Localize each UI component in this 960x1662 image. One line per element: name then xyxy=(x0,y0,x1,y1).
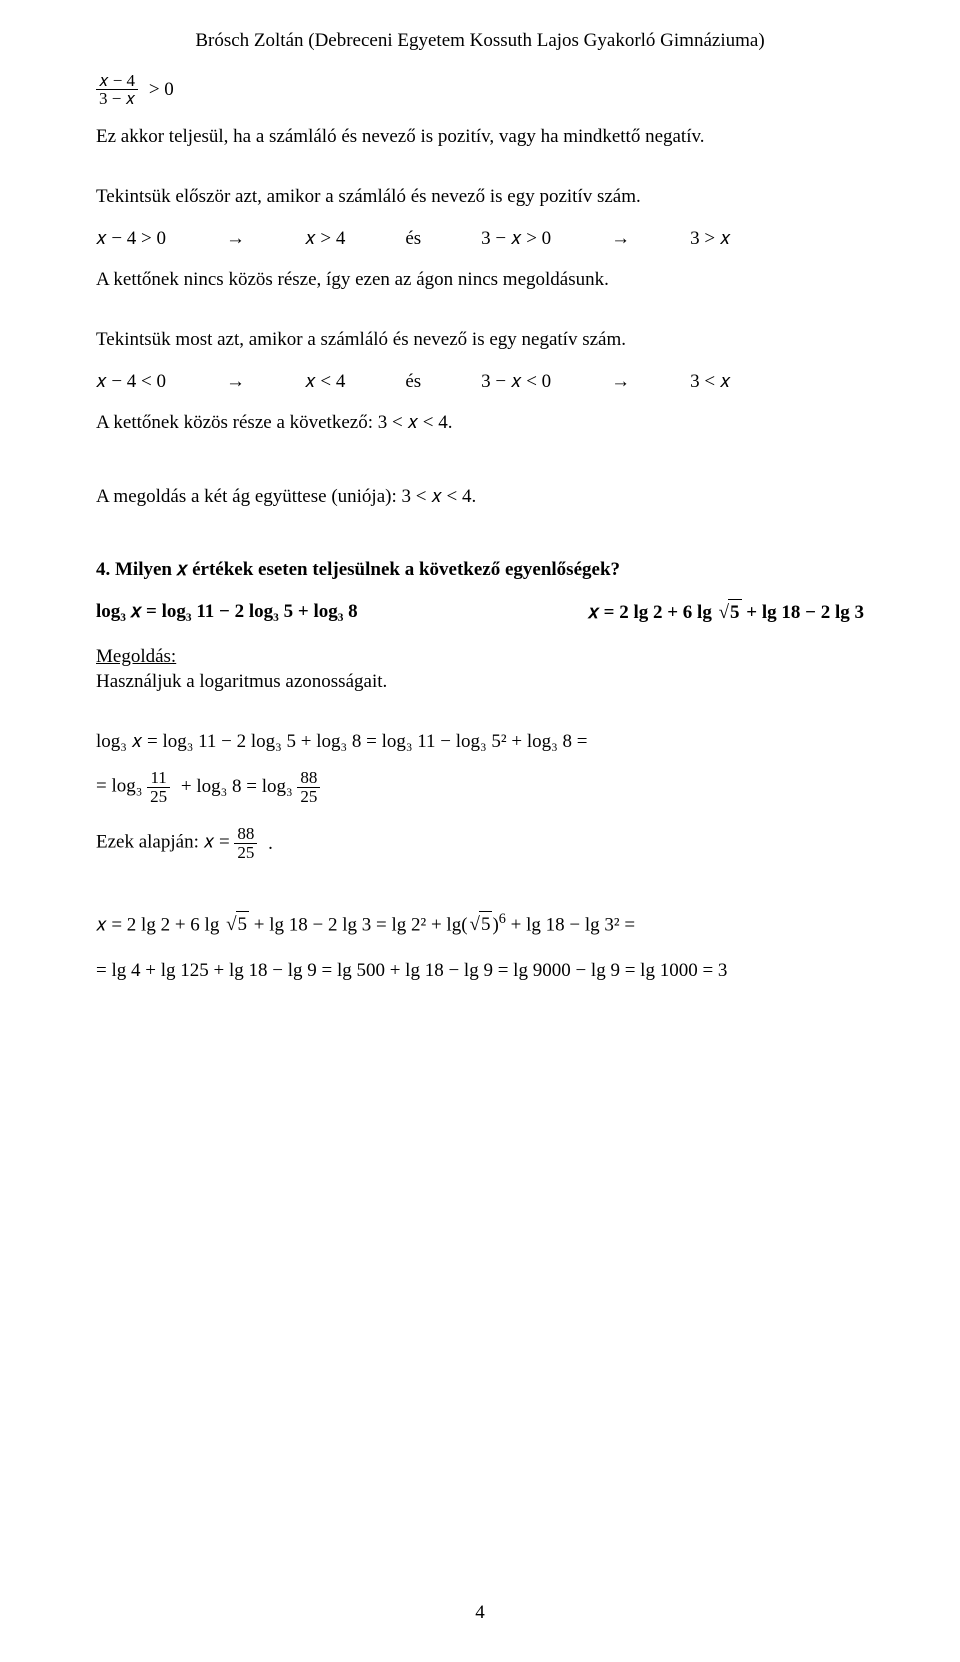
equation-row: = lg 4 + lg 125 + lg 18 − lg 9 = lg 500 … xyxy=(96,958,864,984)
fraction-denominator: 3 − 𝑥 xyxy=(96,89,138,108)
connector-and: és xyxy=(405,226,421,252)
text: = log₃ xyxy=(96,775,147,796)
page-header: Brósch Zoltán (Debreceni Egyetem Kossuth… xyxy=(96,28,864,54)
fraction-numerator: 88 xyxy=(297,769,320,787)
inequality-part: 𝑥 − 4 < 0 xyxy=(96,369,166,395)
fraction: 𝑥 − 4 3 − 𝑥 xyxy=(96,72,138,109)
text: + log₃ 8 = log₃ xyxy=(181,776,298,797)
inequality-part: 𝑥 > 4 xyxy=(305,226,345,252)
text: + lg 18 − 2 lg 3 xyxy=(742,602,864,623)
paragraph: A megoldás a két ág együttese (uniója): … xyxy=(96,484,864,510)
question-title: 4. Milyen 𝑥 értékek eseten teljesülnek a… xyxy=(96,557,864,583)
inequality-part: 𝑥 < 4 xyxy=(305,369,345,395)
inequality-part: 𝑥 − 4 > 0 xyxy=(96,226,166,252)
equation-row: = log₃ 11 25 + log₃ 8 = log₃ 88 25 xyxy=(96,769,864,806)
equation-row: Ezek alapján: 𝑥 = 88 25 . xyxy=(96,825,864,862)
solution-label: Megoldás: xyxy=(96,646,176,667)
paragraph: A kettőnek közös része a következő: 3 < … xyxy=(96,410,864,436)
text: 𝑥 = 2 lg 2 + 6 lg xyxy=(588,602,716,623)
fraction-denominator: 25 xyxy=(234,843,257,862)
exponent: 6 xyxy=(499,911,506,927)
inequality-part: 3 < 𝑥 xyxy=(690,369,730,395)
equation-row: log₃ 𝑥 = log₃ 11 − 2 log₃ 5 + log₃ 8 = l… xyxy=(96,729,864,755)
inequality-row: 𝑥 − 4 > 0 → 𝑥 > 4 és 3 − 𝑥 > 0 → 3 > 𝑥 xyxy=(96,226,864,252)
fraction-numerator: 11 xyxy=(147,769,170,787)
inequality-row: 𝑥 − 4 < 0 → 𝑥 < 4 és 3 − 𝑥 < 0 → 3 < 𝑥 xyxy=(96,369,864,395)
equation-row: 𝑥 = 2 lg 2 + 6 lg 5 + lg 18 − 2 lg 3 = l… xyxy=(96,910,864,938)
inequality-part: 3 − 𝑥 > 0 xyxy=(481,226,551,252)
connector-and: és xyxy=(405,369,421,395)
sqrt: 5 xyxy=(224,911,249,938)
fraction-denominator: 25 xyxy=(297,787,320,806)
fraction: 11 25 xyxy=(147,769,170,806)
document-page: Brósch Zoltán (Debreceni Egyetem Kossuth… xyxy=(0,0,960,1662)
fraction-numerator: 88 xyxy=(234,825,257,843)
equation-left: log₃ 𝑥 = log₃ 11 − 2 log₃ 5 + log₃ 8 xyxy=(96,599,358,626)
arrow: → xyxy=(611,226,630,252)
inequality-relation: > 0 xyxy=(149,79,174,100)
radicand: 5 xyxy=(236,911,250,938)
page-number: 4 xyxy=(0,1600,960,1626)
fraction-numerator: 𝑥 − 4 xyxy=(96,72,138,90)
arrow: → xyxy=(226,369,245,395)
text: + lg 18 − lg 3² = xyxy=(506,914,635,935)
radicand: 5 xyxy=(728,599,742,626)
sqrt: 5 xyxy=(468,911,493,938)
fraction-denominator: 25 xyxy=(147,787,170,806)
solution-block: Megoldás: Használjuk a logaritmus azonos… xyxy=(96,644,864,695)
sqrt: 5 xyxy=(717,599,742,626)
radicand: 5 xyxy=(479,911,493,938)
text: 𝑥 = 2 lg 2 + 6 lg xyxy=(96,914,224,935)
paragraph: Ez akkor teljesül, ha a számláló és neve… xyxy=(96,124,864,150)
equation-right: 𝑥 = 2 lg 2 + 6 lg 5 + lg 18 − 2 lg 3 xyxy=(588,599,864,626)
arrow: → xyxy=(611,369,630,395)
fraction: 88 25 xyxy=(297,769,320,806)
question-equations: log₃ 𝑥 = log₃ 11 − 2 log₃ 5 + log₃ 8 𝑥 =… xyxy=(96,599,864,626)
inequality-part: 3 − 𝑥 < 0 xyxy=(481,369,551,395)
paragraph: Tekintsük most azt, amikor a számláló és… xyxy=(96,327,864,353)
inequality-part: 3 > 𝑥 xyxy=(690,226,730,252)
text: . xyxy=(268,833,273,854)
fraction: 88 25 xyxy=(234,825,257,862)
text: Ezek alapján: 𝑥 = xyxy=(96,832,234,853)
fraction-inequality: 𝑥 − 4 3 − 𝑥 > 0 xyxy=(96,72,864,109)
arrow: → xyxy=(226,226,245,252)
paragraph: Tekintsük először azt, amikor a számláló… xyxy=(96,184,864,210)
solution-text: Használjuk a logaritmus azonosságait. xyxy=(96,671,387,692)
paragraph: A kettőnek nincs közös része, így ezen a… xyxy=(96,267,864,293)
text: + lg 18 − 2 lg 3 = lg 2² + lg( xyxy=(249,914,468,935)
